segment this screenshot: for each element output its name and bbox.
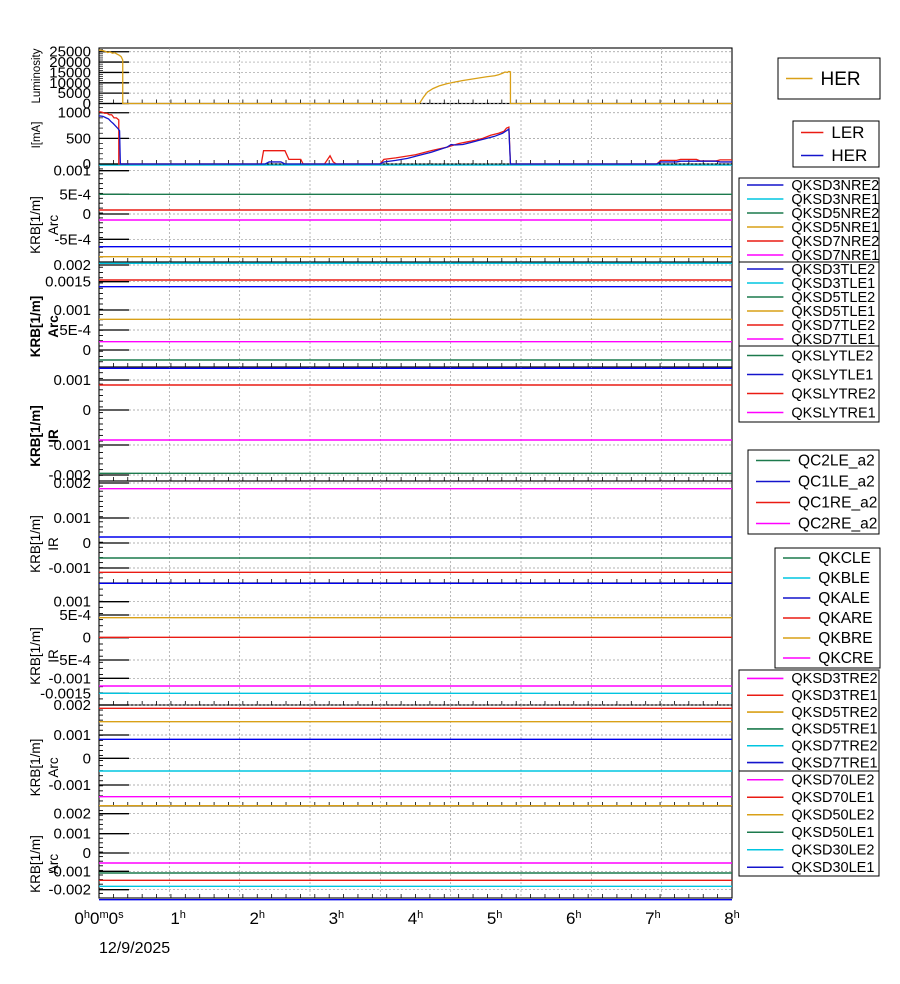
svg-text:0h0m0s: 0h0m0s: [74, 909, 124, 928]
svg-text:KRB[1/m]: KRB[1/m]: [28, 835, 43, 893]
svg-text:I[mA]: I[mA]: [31, 122, 43, 149]
svg-text:Arc: Arc: [46, 315, 61, 338]
svg-text:HER: HER: [831, 146, 867, 165]
svg-text:QKSD7TRE1: QKSD7TRE1: [791, 755, 877, 771]
svg-text:KRB[1/m]: KRB[1/m]: [28, 627, 43, 685]
svg-text:7h: 7h: [645, 909, 661, 928]
svg-text:0.002: 0.002: [53, 697, 91, 714]
svg-text:0: 0: [83, 535, 91, 552]
svg-text:12/9/2025: 12/9/2025: [99, 940, 170, 957]
svg-text:QKSD70LE1: QKSD70LE1: [791, 790, 874, 806]
svg-text:0.001: 0.001: [53, 826, 91, 843]
svg-text:0: 0: [83, 750, 91, 767]
svg-text:0: 0: [83, 206, 91, 223]
svg-text:QKCRE: QKCRE: [818, 650, 873, 667]
svg-text:QKSLYTLE2: QKSLYTLE2: [791, 348, 873, 364]
svg-text:8h: 8h: [724, 909, 740, 928]
svg-text:Luminosity: Luminosity: [31, 48, 43, 103]
svg-text:IR: IR: [46, 429, 61, 443]
svg-text:QKSD70LE2: QKSD70LE2: [791, 773, 874, 789]
svg-text:2h: 2h: [249, 909, 265, 928]
svg-text:IR: IR: [46, 649, 61, 663]
svg-text:0.002: 0.002: [53, 475, 91, 492]
svg-text:QKSLYTLE1: QKSLYTLE1: [791, 367, 873, 383]
svg-text:QKSLYTRE2: QKSLYTRE2: [791, 386, 875, 402]
svg-text:KRB[1/m]: KRB[1/m]: [28, 405, 43, 467]
svg-text:QC1LE_a2: QC1LE_a2: [798, 474, 875, 491]
svg-text:1h: 1h: [170, 909, 186, 928]
svg-text:QKSD5TRE1: QKSD5TRE1: [791, 722, 877, 738]
svg-text:0: 0: [83, 342, 91, 359]
svg-text:QC2RE_a2: QC2RE_a2: [798, 516, 877, 533]
svg-text:LER: LER: [831, 123, 864, 142]
svg-text:QKSD30LE2: QKSD30LE2: [791, 843, 874, 859]
svg-text:QKSD30LE1: QKSD30LE1: [791, 860, 874, 876]
svg-text:Arc: Arc: [46, 215, 61, 236]
svg-text:1000: 1000: [58, 105, 91, 122]
svg-text:QKARE: QKARE: [818, 610, 872, 627]
svg-text:-0.002: -0.002: [48, 882, 91, 899]
svg-text:0.002: 0.002: [53, 806, 91, 823]
svg-text:6h: 6h: [566, 909, 582, 928]
svg-text:KRB[1/m]: KRB[1/m]: [28, 739, 43, 797]
svg-text:KRB[1/m]: KRB[1/m]: [28, 196, 43, 254]
svg-text:0.0015: 0.0015: [45, 274, 91, 291]
svg-text:0.002: 0.002: [53, 257, 91, 274]
svg-text:QKSD7TRE2: QKSD7TRE2: [791, 739, 877, 755]
svg-text:5E-4: 5E-4: [59, 186, 91, 203]
svg-text:Arc: Arc: [46, 757, 61, 778]
svg-text:0.001: 0.001: [53, 727, 91, 744]
svg-text:QKSD50LE1: QKSD50LE1: [791, 825, 874, 841]
svg-text:5E-4: 5E-4: [59, 322, 91, 339]
svg-text:QC2LE_a2: QC2LE_a2: [798, 453, 875, 470]
svg-text:0: 0: [83, 156, 91, 173]
svg-text:0: 0: [83, 402, 91, 419]
svg-text:IR: IR: [46, 537, 61, 551]
svg-text:QKSD3TRE1: QKSD3TRE1: [791, 688, 877, 704]
svg-text:KRB[1/m]: KRB[1/m]: [28, 296, 43, 358]
svg-text:QKSD7TLE1: QKSD7TLE1: [791, 332, 875, 348]
svg-text:KRB[1/m]: KRB[1/m]: [28, 515, 43, 573]
svg-text:QKCLE: QKCLE: [818, 550, 871, 567]
svg-text:QC1RE_a2: QC1RE_a2: [798, 495, 877, 512]
svg-text:QKALE: QKALE: [818, 590, 870, 607]
svg-text:4h: 4h: [408, 909, 424, 928]
svg-text:0: 0: [83, 630, 91, 647]
svg-text:500: 500: [66, 130, 91, 147]
svg-text:QKBLE: QKBLE: [818, 570, 870, 587]
svg-text:-0.001: -0.001: [48, 777, 91, 794]
svg-text:0.001: 0.001: [53, 510, 91, 527]
svg-text:QKSD50LE2: QKSD50LE2: [791, 808, 874, 824]
svg-text:QKBRE: QKBRE: [818, 630, 872, 647]
svg-text:5E-4: 5E-4: [59, 607, 91, 624]
svg-text:5h: 5h: [487, 909, 503, 928]
svg-text:-0.001: -0.001: [48, 560, 91, 577]
svg-text:QKSD3TRE2: QKSD3TRE2: [791, 671, 877, 687]
svg-text:QKSD5TRE2: QKSD5TRE2: [791, 705, 877, 721]
svg-text:3h: 3h: [329, 909, 345, 928]
svg-text:QKSLYTRE1: QKSLYTRE1: [791, 405, 875, 421]
svg-text:0: 0: [83, 845, 91, 862]
svg-text:HER: HER: [821, 69, 861, 90]
svg-text:Arc: Arc: [46, 854, 61, 875]
svg-text:0.001: 0.001: [53, 372, 91, 389]
